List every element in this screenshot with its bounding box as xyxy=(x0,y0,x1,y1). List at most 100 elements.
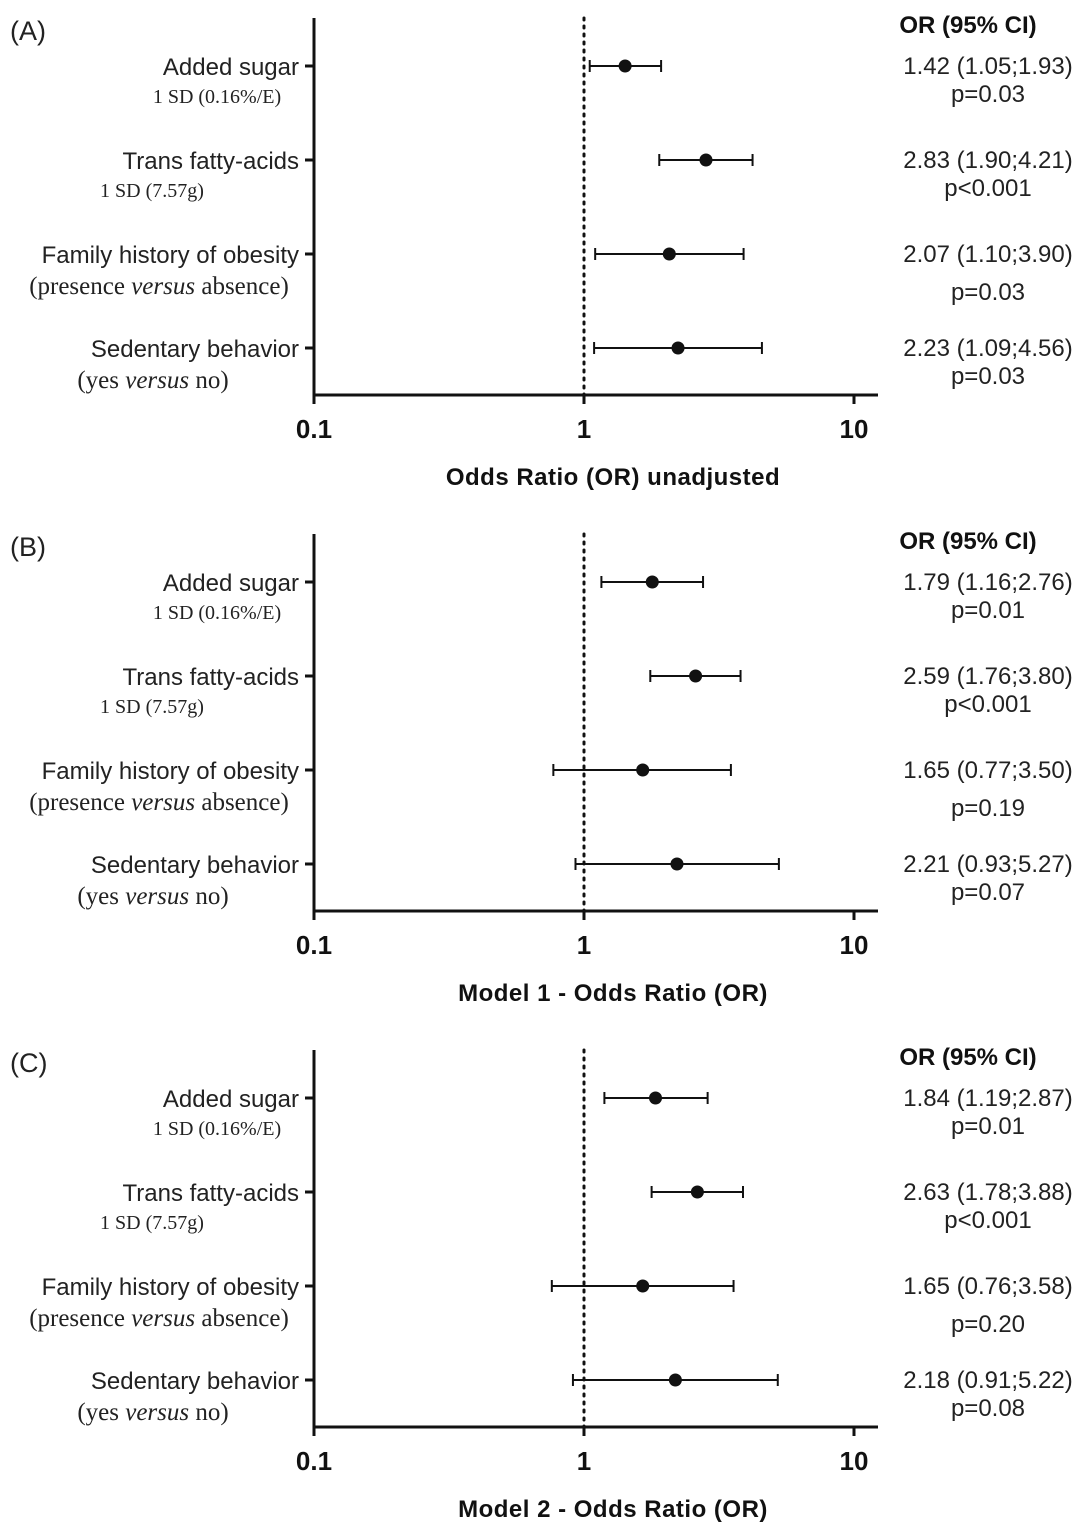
row-label: Family history of obesity xyxy=(42,758,299,785)
or-point xyxy=(636,1279,650,1293)
or-point xyxy=(690,1185,704,1199)
sublabel-part: (presence xyxy=(29,1305,131,1332)
row-label: Sedentary behavior xyxy=(91,852,299,879)
or-point xyxy=(689,669,703,683)
or-ci-value: 2.18 (0.91;5.22) xyxy=(903,1367,1072,1394)
p-value: p=0.03 xyxy=(951,279,1025,306)
row-sublabel: 1 SD (7.57g) xyxy=(100,180,204,202)
row-label: Family history of obesity xyxy=(42,242,299,269)
x-tick-label: 0.1 xyxy=(296,414,332,444)
sublabel-italic-part: versus xyxy=(125,883,189,910)
or-point xyxy=(670,857,684,871)
or-ci-value: 2.83 (1.90;4.21) xyxy=(903,147,1072,174)
or-point xyxy=(618,59,632,73)
x-axis-title: Odds Ratio (OR) unadjusted xyxy=(446,464,780,491)
row-sublabel: (presence versus absence) xyxy=(29,1305,289,1332)
sublabel-part: (presence xyxy=(29,789,131,816)
x-tick-label: 1 xyxy=(577,930,591,960)
row-sublabel: 1 SD (0.16%/E) xyxy=(153,602,281,624)
sublabel-part: absence) xyxy=(195,273,289,300)
or-ci-value: 1.65 (0.77;3.50) xyxy=(903,757,1072,784)
x-tick-label: 10 xyxy=(840,414,869,444)
row-sublabel: 1 SD (7.57g) xyxy=(100,696,204,718)
ci-column-header: OR (95% CI) xyxy=(899,12,1036,39)
sublabel-italic-part: versus xyxy=(125,367,189,394)
p-value: p<0.001 xyxy=(944,175,1031,202)
x-axis-title: Model 2 - Odds Ratio (OR) xyxy=(458,1496,768,1522)
or-point xyxy=(671,341,685,355)
p-value: p=0.20 xyxy=(951,1311,1025,1338)
p-value: p<0.001 xyxy=(944,691,1031,718)
or-point xyxy=(668,1373,682,1387)
x-tick-label: 1 xyxy=(577,1446,591,1476)
or-point xyxy=(645,575,659,589)
x-tick-label: 0.1 xyxy=(296,930,332,960)
x-tick-label: 10 xyxy=(840,1446,869,1476)
sublabel-part: (presence xyxy=(29,273,131,300)
row-sublabel: 1 SD (0.16%/E) xyxy=(153,1118,281,1140)
row-label: Trans fatty-acids xyxy=(123,1180,300,1207)
or-ci-value: 2.21 (0.93;5.27) xyxy=(903,851,1072,878)
forest-panel-c: (C) OR (95% CI) 0.1 1 10 Model 2 - Odds Ratio… xyxy=(10,1044,1073,1522)
sublabel-part: absence) xyxy=(195,1305,289,1332)
ci-column-header: OR (95% CI) xyxy=(899,1044,1036,1071)
or-ci-value: 2.07 (1.10;3.90) xyxy=(903,241,1072,268)
forest-panel-a: (A) OR (95% CI) 0.1 1 10 Odds Ratio (OR) unad… xyxy=(10,12,1073,491)
forest-panel-b: (B) OR (95% CI) 0.1 1 10 Model 1 - Odds Ratio… xyxy=(10,528,1073,1007)
row-label: Sedentary behavior xyxy=(91,336,299,363)
sublabel-part: no) xyxy=(189,883,229,910)
row-sublabel: (presence versus absence) xyxy=(29,273,289,300)
sublabel-italic-part: versus xyxy=(131,1305,195,1332)
sublabel-italic-part: versus xyxy=(125,1399,189,1426)
panel-label: (A) xyxy=(10,16,46,46)
sublabel-part: no) xyxy=(189,1399,229,1426)
row-sublabel: (yes versus no) xyxy=(77,883,228,910)
or-point xyxy=(699,153,713,167)
sublabel-part: no) xyxy=(189,367,229,394)
sublabel-part: (yes xyxy=(77,883,125,910)
row-sublabel: (presence versus absence) xyxy=(29,789,289,816)
sublabel-part: (yes xyxy=(77,1399,125,1426)
row-label: Trans fatty-acids xyxy=(123,148,300,175)
or-point xyxy=(662,247,676,261)
sublabel-italic-part: versus xyxy=(131,273,195,300)
or-ci-value: 1.84 (1.19;2.87) xyxy=(903,1085,1072,1112)
row-sublabel: 1 SD (7.57g) xyxy=(100,1212,204,1234)
row-label: Added sugar xyxy=(163,54,299,81)
or-ci-value: 1.42 (1.05;1.93) xyxy=(903,53,1072,80)
x-axis-title: Model 1 - Odds Ratio (OR) xyxy=(458,980,768,1007)
row-label: Family history of obesity xyxy=(42,1274,299,1301)
or-ci-value: 1.65 (0.76;3.58) xyxy=(903,1273,1072,1300)
p-value: p=0.03 xyxy=(951,81,1025,108)
sublabel-italic-part: versus xyxy=(131,789,195,816)
p-value: p=0.19 xyxy=(951,795,1025,822)
row-label: Added sugar xyxy=(163,1086,299,1113)
row-sublabel: (yes versus no) xyxy=(77,1399,228,1426)
or-ci-value: 2.59 (1.76;3.80) xyxy=(903,663,1072,690)
p-value: p=0.07 xyxy=(951,879,1025,906)
row-label: Added sugar xyxy=(163,570,299,597)
p-value: p<0.001 xyxy=(944,1207,1031,1234)
p-value: p=0.01 xyxy=(951,597,1025,624)
or-ci-value: 2.23 (1.09;4.56) xyxy=(903,335,1072,362)
row-label: Trans fatty-acids xyxy=(123,664,300,691)
or-point xyxy=(649,1091,663,1105)
x-tick-label: 10 xyxy=(840,930,869,960)
panel-label: (C) xyxy=(10,1048,47,1078)
panel-label: (B) xyxy=(10,532,46,562)
sublabel-part: absence) xyxy=(195,789,289,816)
row-label: Sedentary behavior xyxy=(91,1368,299,1395)
ci-column-header: OR (95% CI) xyxy=(899,528,1036,555)
p-value: p=0.03 xyxy=(951,363,1025,390)
or-point xyxy=(636,763,650,777)
or-ci-value: 1.79 (1.16;2.76) xyxy=(903,569,1072,596)
row-sublabel: 1 SD (0.16%/E) xyxy=(153,86,281,108)
or-ci-value: 2.63 (1.78;3.88) xyxy=(903,1179,1072,1206)
p-value: p=0.01 xyxy=(951,1113,1025,1140)
p-value: p=0.08 xyxy=(951,1395,1025,1422)
x-tick-label: 1 xyxy=(577,414,591,444)
sublabel-part: (yes xyxy=(77,367,125,394)
x-tick-label: 0.1 xyxy=(296,1446,332,1476)
